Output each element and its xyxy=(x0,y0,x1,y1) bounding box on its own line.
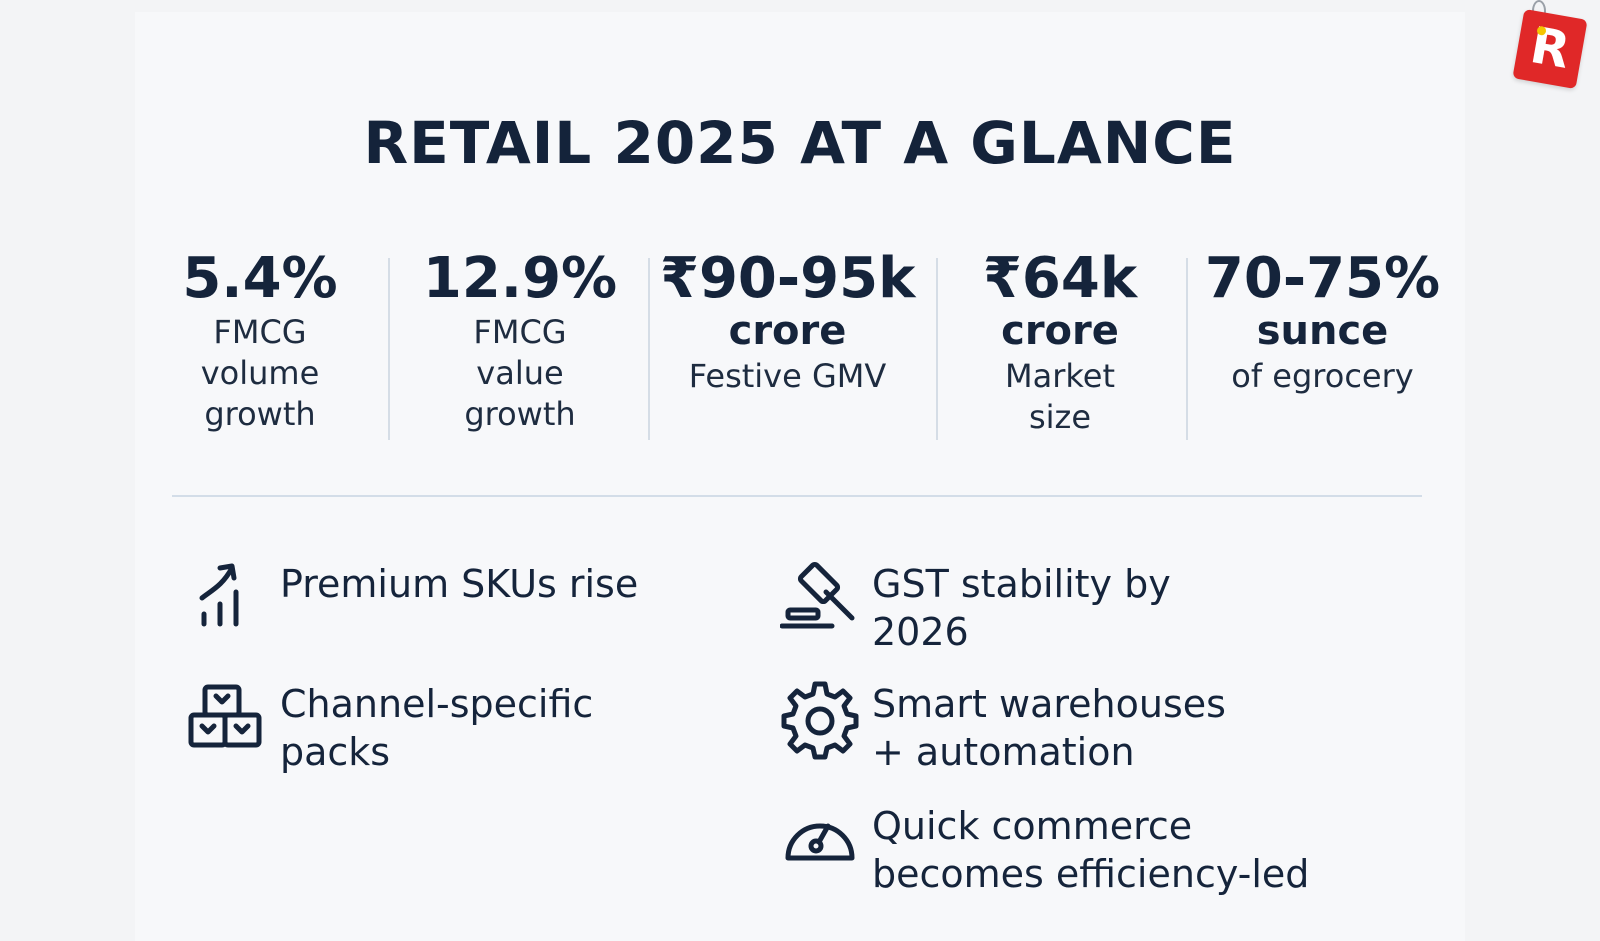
speedometer-icon xyxy=(785,823,855,861)
stat-unit: crore xyxy=(728,308,847,354)
stat-label-line: value xyxy=(476,354,564,392)
stat-divider xyxy=(388,258,390,440)
feature-text: Smart warehouses + automation xyxy=(860,680,1226,776)
feature-text-line: becomes efficiency-led xyxy=(872,852,1310,896)
stat-label-line: growth xyxy=(204,395,316,433)
feature-premium-skus: Premium SKUs rise xyxy=(188,560,638,640)
feature-quick-commerce: Quick commerce becomes efficiency-led xyxy=(780,802,1309,898)
stat-value: 70-75% xyxy=(1204,246,1441,311)
stat-value: ₹90-95k xyxy=(660,246,916,311)
boxes-icon xyxy=(188,684,262,748)
stat-value: ₹64k xyxy=(982,246,1138,311)
stat-market-size: ₹64k crore Market size xyxy=(950,246,1170,438)
stat-unit: sunce xyxy=(1256,308,1389,354)
stat-divider xyxy=(936,258,938,440)
feature-channel-packs: Channel-specific packs xyxy=(188,680,593,776)
feature-text-line: Premium SKUs rise xyxy=(280,562,639,606)
feature-text-line: GST stability by xyxy=(872,562,1171,606)
stat-label-line: Market xyxy=(1005,357,1115,395)
stat-label-line: volume xyxy=(200,354,320,392)
stat-label-line: of egrocery xyxy=(1231,357,1414,395)
feature-text-line: 2026 xyxy=(872,610,969,654)
page-title: RETAIL 2025 AT A GLANCE xyxy=(363,109,1237,177)
stat-festive-gmv: ₹90-95k crore Festive GMV xyxy=(660,246,915,397)
stat-label-line: FMCG xyxy=(473,313,567,351)
feature-gst-stability: GST stability by 2026 xyxy=(780,560,1171,656)
stat-label-line: growth xyxy=(464,395,576,433)
stat-divider xyxy=(1186,258,1188,440)
section-divider xyxy=(172,495,1422,497)
feature-text: Quick commerce becomes efficiency-led xyxy=(860,802,1309,898)
feature-text-line: packs xyxy=(280,730,391,774)
stat-divider xyxy=(648,258,650,440)
feature-text: GST stability by 2026 xyxy=(860,560,1171,656)
feature-text-line: Channel-specific xyxy=(280,682,594,726)
gavel-icon xyxy=(780,561,855,629)
feature-text-line: Quick commerce xyxy=(872,804,1193,848)
gear-icon xyxy=(781,681,859,760)
feature-text-line: + automation xyxy=(872,730,1135,774)
stat-egrocery-share: 70-75% sunce of egrocery xyxy=(1200,246,1445,397)
stat-volume-growth: 5.4% FMCG volume growth xyxy=(150,246,370,435)
feature-text: Premium SKUs rise xyxy=(268,560,638,608)
infographic-panel xyxy=(135,12,1465,941)
stat-label-line: Festive GMV xyxy=(688,357,887,395)
feature-text: Channel-specific packs xyxy=(268,680,593,776)
logo-letter: R xyxy=(1526,16,1575,80)
stat-label-line: size xyxy=(1028,398,1092,436)
stat-value-growth: 12.9% FMCG value growth xyxy=(405,246,635,435)
trend-up-chart-icon xyxy=(199,563,239,627)
feature-text-line: Smart warehouses xyxy=(872,682,1226,726)
feature-smart-warehouses: Smart warehouses + automation xyxy=(780,680,1226,776)
brand-logo: R xyxy=(1512,8,1588,90)
stat-value: 5.4% xyxy=(182,246,338,311)
stat-unit: crore xyxy=(1001,308,1119,354)
stat-label-line: FMCG xyxy=(213,313,307,351)
stat-value: 12.9% xyxy=(422,246,618,311)
